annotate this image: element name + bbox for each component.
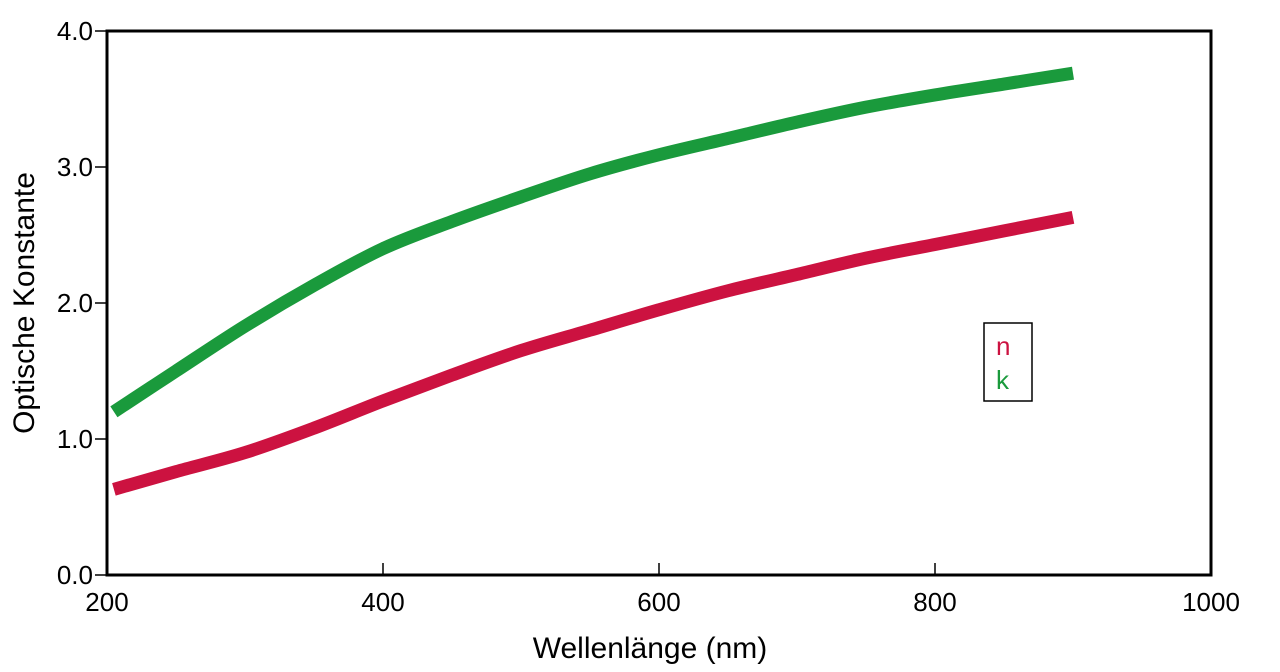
y-axis-label: Optische Konstante	[8, 172, 41, 434]
legend-entry-n: n	[996, 331, 1010, 361]
y-tick-label: 2.0	[57, 288, 93, 318]
x-tick-label: 1000	[1182, 587, 1240, 617]
series-line-k	[110, 66, 1075, 418]
x-tick-label: 600	[637, 587, 680, 617]
series-line-n	[112, 210, 1075, 496]
series-layer	[110, 66, 1075, 496]
x-tick-label: 200	[85, 587, 128, 617]
legend-box	[983, 322, 1033, 402]
x-tick-label: 400	[361, 587, 404, 617]
y-tick-label: 4.0	[57, 16, 93, 46]
y-tick-label: 1.0	[57, 424, 93, 454]
x-tick-label: 800	[913, 587, 956, 617]
legend-entry-k: k	[996, 365, 1010, 395]
x-axis-label: Wellenlänge (nm)	[533, 632, 768, 665]
y-tick-label: 0.0	[57, 560, 93, 590]
y-tick-label: 3.0	[57, 152, 93, 182]
legend: n k	[983, 322, 1033, 402]
ticks-layer: 200 400 600 800 1000 0.0 1.0 2.0 3.0 4.0	[57, 16, 1240, 617]
